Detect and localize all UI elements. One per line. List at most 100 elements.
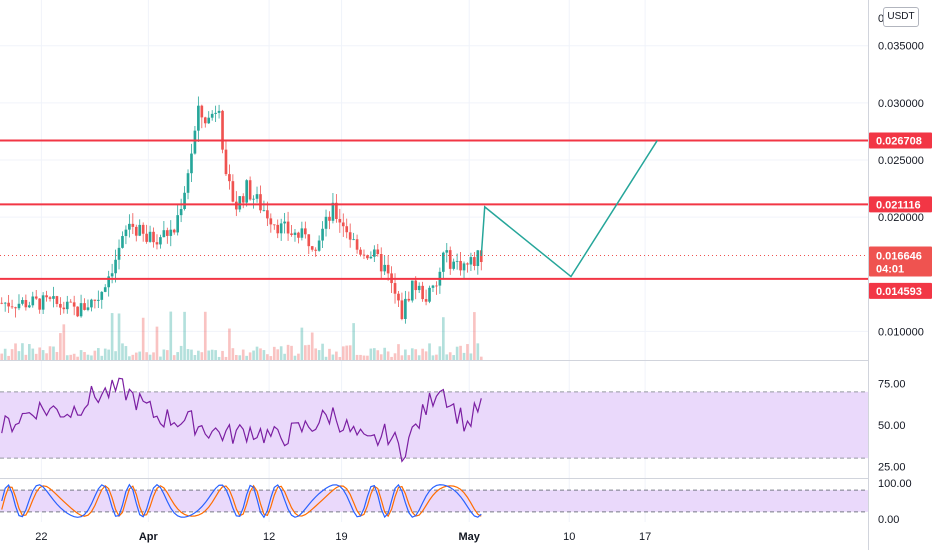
candle-body[interactable]: [479, 250, 483, 263]
candle-body[interactable]: [272, 224, 276, 226]
candle-body[interactable]: [162, 230, 166, 238]
candle-body[interactable]: [38, 298, 41, 310]
stoch-k-line[interactable]: [1, 483, 482, 519]
candle-body[interactable]: [52, 296, 55, 299]
candle-body[interactable]: [190, 153, 193, 174]
candle-body[interactable]: [235, 201, 238, 210]
candle-body[interactable]: [200, 105, 204, 118]
candle-body[interactable]: [352, 239, 355, 241]
candle-body[interactable]: [473, 257, 476, 266]
rsi-pane[interactable]: [0, 377, 868, 463]
candle-body[interactable]: [417, 285, 421, 291]
candle-body[interactable]: [245, 180, 248, 203]
candle-body[interactable]: [462, 263, 466, 271]
candle-body[interactable]: [331, 202, 335, 221]
candle-body[interactable]: [431, 285, 435, 288]
candle-body[interactable]: [141, 224, 145, 234]
candle-body[interactable]: [455, 260, 459, 262]
candle-body[interactable]: [148, 231, 152, 242]
candle-body[interactable]: [259, 194, 262, 211]
candle-body[interactable]: [131, 223, 135, 227]
candle-body[interactable]: [300, 228, 304, 238]
candle-body[interactable]: [100, 291, 104, 300]
candle-body[interactable]: [297, 232, 300, 238]
candle-body[interactable]: [183, 192, 186, 209]
candle-body[interactable]: [0, 302, 4, 304]
candle-body[interactable]: [238, 196, 242, 210]
candle-body[interactable]: [166, 230, 169, 236]
candle-body[interactable]: [362, 254, 366, 256]
candle-body[interactable]: [314, 249, 317, 251]
candle-body[interactable]: [207, 117, 211, 124]
candle-body[interactable]: [348, 232, 352, 240]
candle-body[interactable]: [393, 283, 397, 294]
candle-body[interactable]: [124, 229, 128, 237]
candle-body[interactable]: [228, 174, 231, 182]
level-lower-tag[interactable]: 0.014593: [876, 286, 922, 298]
candle-body[interactable]: [355, 239, 359, 250]
stoch-rsi-pane[interactable]: [0, 483, 868, 519]
candle-body[interactable]: [14, 307, 17, 309]
candle-body[interactable]: [279, 223, 283, 234]
candle-body[interactable]: [128, 223, 131, 230]
projection-polyline[interactable]: [480, 140, 658, 278]
candle-body[interactable]: [59, 303, 62, 308]
candle-body[interactable]: [10, 306, 14, 308]
candle-body[interactable]: [386, 264, 390, 274]
candle-body[interactable]: [424, 299, 428, 302]
candle-body[interactable]: [103, 287, 107, 292]
candle-body[interactable]: [262, 210, 266, 212]
candle-body[interactable]: [145, 233, 148, 242]
candle-body[interactable]: [407, 298, 411, 301]
candle-body[interactable]: [410, 280, 414, 301]
candle-body[interactable]: [328, 216, 331, 221]
candle-body[interactable]: [231, 181, 235, 202]
candle-body[interactable]: [65, 301, 69, 310]
candle-body[interactable]: [17, 303, 21, 309]
candle-body[interactable]: [414, 280, 418, 291]
candle-body[interactable]: [69, 301, 73, 303]
candle-body[interactable]: [248, 180, 252, 200]
last-price-tag[interactable]: 0.016646: [876, 250, 922, 262]
candle-body[interactable]: [359, 249, 362, 255]
candle-body[interactable]: [304, 228, 307, 235]
candle-body[interactable]: [428, 287, 431, 302]
price-projection-path[interactable]: [480, 140, 658, 278]
candle-body[interactable]: [283, 221, 286, 224]
candle-body[interactable]: [404, 298, 407, 319]
candle-body[interactable]: [138, 224, 142, 236]
candle-body[interactable]: [345, 226, 349, 233]
candle-body[interactable]: [400, 300, 404, 319]
candle-body[interactable]: [107, 276, 110, 288]
candle-body[interactable]: [45, 295, 48, 298]
candle-body[interactable]: [324, 216, 328, 229]
candle-body[interactable]: [214, 112, 217, 114]
candle-body[interactable]: [224, 149, 228, 175]
candle-body[interactable]: [379, 254, 383, 272]
candle-body[interactable]: [79, 303, 83, 317]
candle-body[interactable]: [317, 240, 321, 251]
candle-body[interactable]: [76, 306, 79, 317]
candle-body[interactable]: [442, 252, 445, 272]
candle-body[interactable]: [252, 198, 255, 200]
candle-body[interactable]: [366, 255, 369, 259]
candle-body[interactable]: [321, 228, 324, 241]
candle-body[interactable]: [293, 232, 297, 235]
candle-body[interactable]: [34, 296, 38, 299]
support-resistance-lines[interactable]: [0, 139, 868, 280]
candle-body[interactable]: [72, 302, 76, 307]
candle-body[interactable]: [179, 208, 183, 216]
candle-body[interactable]: [97, 299, 100, 301]
candle-body[interactable]: [62, 307, 66, 310]
candlestick-series[interactable]: [0, 96, 868, 324]
candle-body[interactable]: [276, 224, 280, 234]
candle-body[interactable]: [169, 229, 173, 236]
level-upper-tag[interactable]: 0.026708: [876, 135, 922, 147]
candle-body[interactable]: [110, 273, 114, 277]
candle-body[interactable]: [83, 303, 86, 310]
candle-body[interactable]: [86, 307, 90, 310]
candle-body[interactable]: [55, 296, 59, 304]
candle-body[interactable]: [221, 110, 224, 150]
candle-body[interactable]: [90, 299, 93, 308]
candle-body[interactable]: [172, 229, 176, 233]
